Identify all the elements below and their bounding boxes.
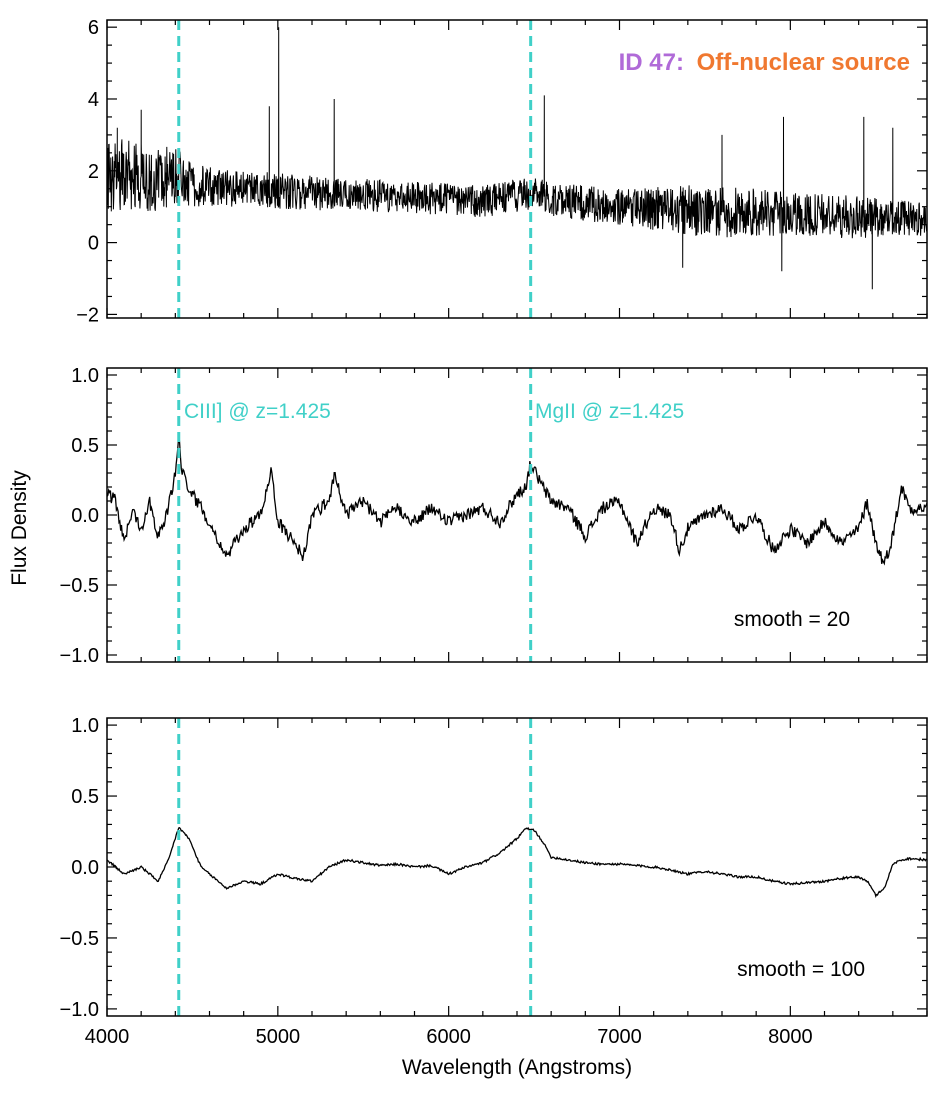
ciii-line-label: CIII] @ z=1.425 [184, 400, 331, 423]
x-tick-label: 4000 [85, 1026, 130, 1048]
spectrum-line-smooth20 [107, 435, 927, 566]
panel-smooth100: 1.0 0.5 0.0 −0.5 −1.0 4000 5000 6000 7000 8000 [60, 715, 928, 1048]
y-tick-label: 0.0 [71, 505, 99, 527]
x-tick-label: 7000 [597, 1026, 642, 1048]
x-tick-label: 5000 [256, 1026, 301, 1048]
y-tick-label: 0.5 [71, 435, 99, 457]
y-axis-title: Flux Density [8, 470, 31, 586]
x-tick-label: 8000 [768, 1026, 813, 1048]
spectrum-line-smooth100 [107, 826, 927, 898]
y-tick-label: 0.5 [71, 786, 99, 808]
spectrum-line-raw [107, 27, 927, 290]
chart-title: ID 47: Off-nuclear source [619, 49, 910, 76]
y-tick-label: −0.5 [60, 575, 99, 597]
y-tick-label: 1.0 [71, 715, 99, 737]
y-tick-label: 4 [88, 89, 99, 111]
title-source: Off-nuclear source [697, 49, 910, 76]
smooth-100-annotation: smooth = 100 [737, 958, 865, 981]
y-tick-label: −1.0 [60, 645, 99, 667]
smooth-20-annotation: smooth = 20 [734, 608, 850, 631]
y-tick-label: 6 [88, 17, 99, 39]
title-id: ID 47: [619, 49, 684, 76]
x-tick-label: 6000 [426, 1026, 471, 1048]
mgii-line-label: MgII @ z=1.425 [535, 400, 684, 423]
y-tick-label: −0.5 [60, 928, 99, 950]
x-axis-title: Wavelength (Angstroms) [402, 1056, 632, 1079]
y-tick-label: 1.0 [71, 365, 99, 387]
plot-layer: −2 0 2 4 6 1.0 0.5 0.0 −0.5 −1.0 1.0 0.5 0.0 −0.5 −1.0… [60, 17, 928, 1048]
y-tick-label: 0.0 [71, 857, 99, 879]
panel-smooth20: 1.0 0.5 0.0 −0.5 −1.0 [60, 365, 928, 667]
y-tick-label: 2 [88, 161, 99, 183]
y-tick-label: 0 [88, 233, 99, 255]
y-tick-label: −1.0 [60, 999, 99, 1021]
y-tick-label: −2 [76, 304, 99, 326]
panel-raw: −2 0 2 4 6 [76, 17, 928, 326]
